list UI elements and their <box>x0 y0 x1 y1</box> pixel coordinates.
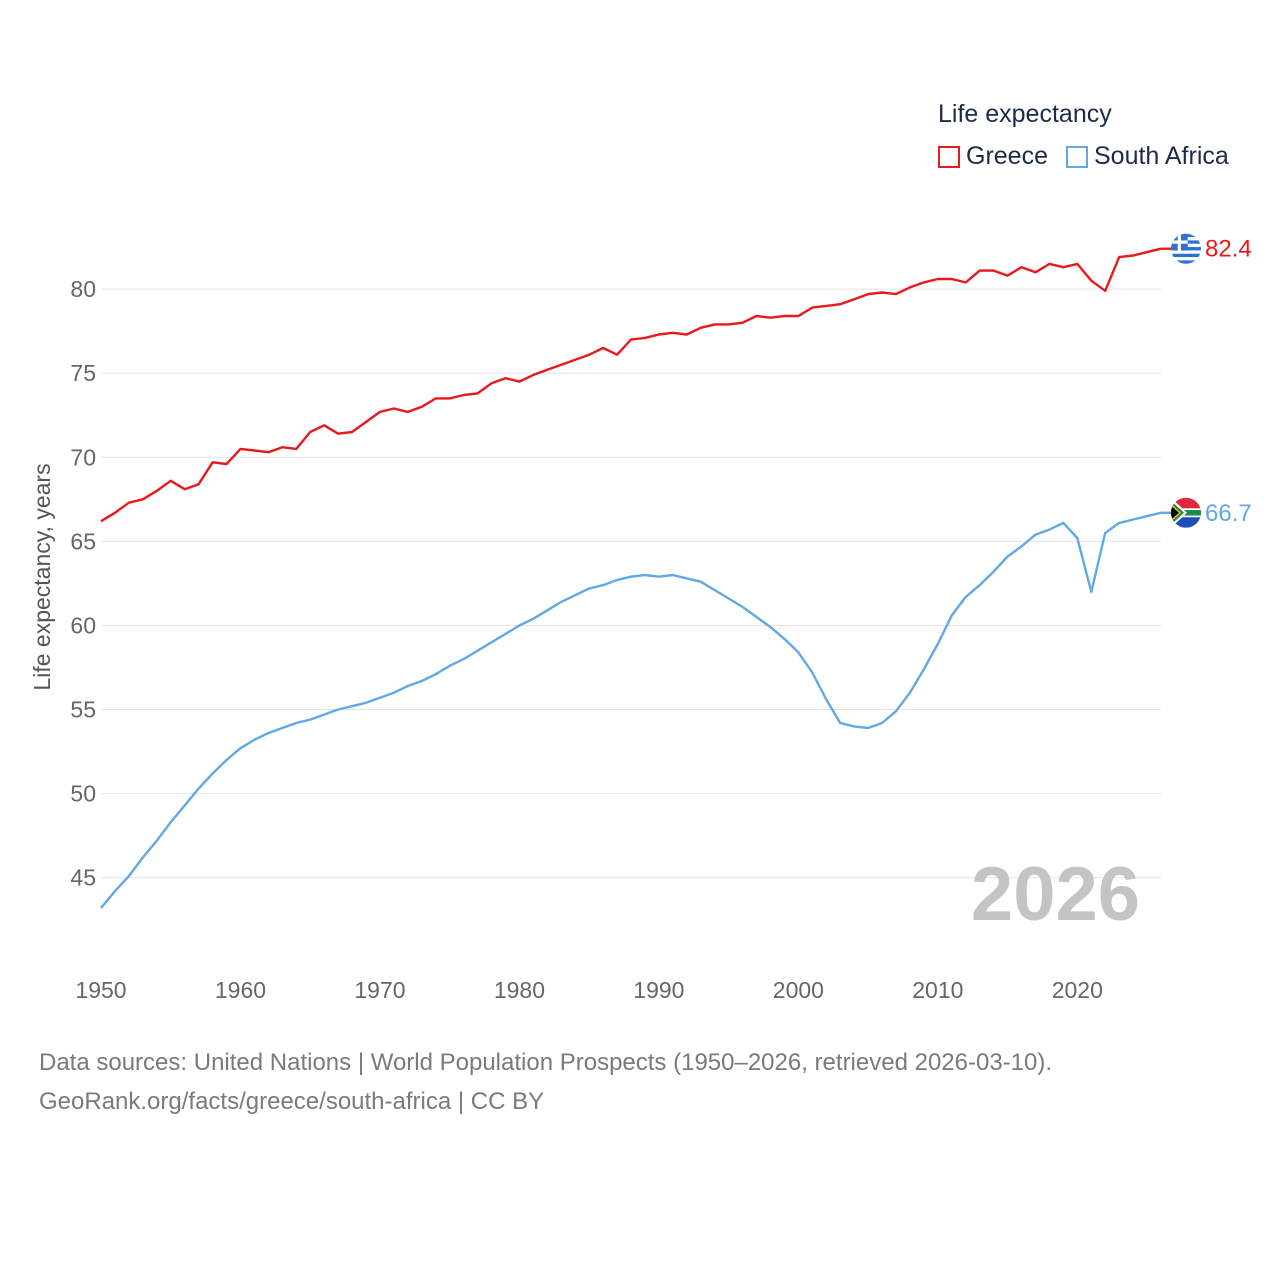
y-tick-label: 45 <box>70 865 96 891</box>
x-tick-label: 2000 <box>773 977 824 1003</box>
end-value-label-south-africa: 66.7 <box>1205 500 1252 527</box>
x-tick-label: 2020 <box>1052 977 1103 1003</box>
legend-item-greece[interactable]: Greece <box>938 142 1048 171</box>
x-tick-label: 1950 <box>75 977 126 1003</box>
x-tick-label: 1960 <box>215 977 266 1003</box>
legend-swatch-greece <box>938 145 960 168</box>
greece-flag-icon <box>1171 233 1201 264</box>
series-line-greece[interactable] <box>100 247 1162 523</box>
source-link[interactable]: GeoRank.org/facts/greece/south-africa | … <box>39 1088 545 1115</box>
legend-title: Life expectancy <box>938 100 1112 128</box>
year-watermark: 2026 <box>971 852 1140 937</box>
footer: Data sources: United Nations | World Pop… <box>39 1043 1052 1121</box>
y-tick-label: 55 <box>70 697 96 723</box>
y-tick-label: 65 <box>70 528 96 554</box>
legend: Greece South Africa <box>938 142 1247 171</box>
south-africa-flag-icon <box>1171 497 1201 528</box>
x-tick-label: 1980 <box>494 977 545 1003</box>
y-tick-label: 70 <box>70 444 96 470</box>
x-tick-label: 1990 <box>633 977 684 1003</box>
legend-item-south-africa[interactable]: South Africa <box>1065 142 1229 171</box>
data-sources-note: Data sources: United Nations | World Pop… <box>39 1049 1053 1076</box>
y-tick-label: 60 <box>70 612 96 638</box>
y-tick-label: 75 <box>70 360 96 386</box>
end-value-label-greece: 82.4 <box>1205 236 1252 263</box>
y-tick-label: 50 <box>70 781 96 807</box>
series-line-south-africa[interactable] <box>100 511 1162 909</box>
y-axis-label: Life expectancy, years <box>29 463 55 690</box>
legend-label-south-africa: South Africa <box>1093 142 1229 170</box>
legend-swatch-south-africa <box>1065 145 1088 168</box>
y-tick-label: 80 <box>70 276 96 302</box>
x-tick-label: 2010 <box>912 977 963 1003</box>
x-tick-label: 1970 <box>354 977 405 1003</box>
legend-label-greece: Greece <box>966 142 1048 170</box>
